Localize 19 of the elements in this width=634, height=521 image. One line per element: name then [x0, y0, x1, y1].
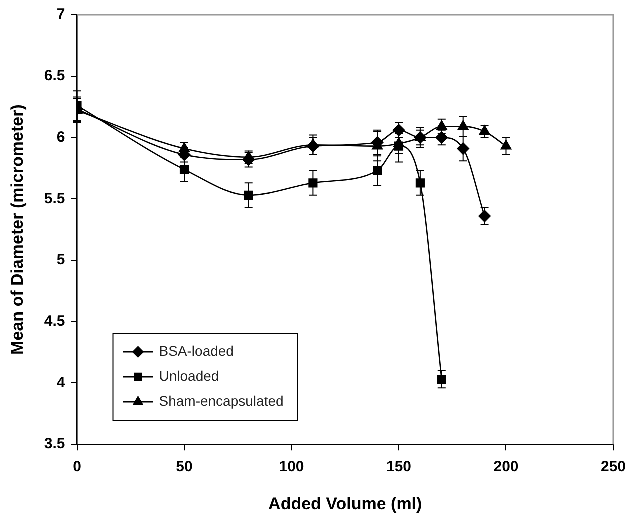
x-tick-label: 150: [386, 458, 412, 476]
y-tick-label: 5: [56, 252, 66, 269]
x-tick-label: 250: [600, 458, 626, 476]
y-tick-label: 3.5: [44, 436, 66, 453]
y-axis-title: Mean of Diameter (micrometer): [8, 104, 27, 355]
x-tick-label: 100: [279, 458, 304, 476]
y-tick-label: 5.5: [44, 190, 66, 208]
x-tick-label: 200: [494, 458, 519, 476]
y-tick-label: 7: [56, 6, 66, 24]
legend-label: BSA-loaded: [159, 342, 234, 359]
x-tick-label: 0: [73, 458, 82, 476]
y-tick-label: 4.5: [44, 313, 66, 330]
legend-label: Unloaded: [159, 368, 220, 384]
y-tick-label: 6: [56, 128, 66, 146]
y-tick-label: 6.5: [44, 68, 66, 85]
x-axis-title: Added Volume (ml): [268, 494, 422, 514]
y-tick-label: 4: [56, 374, 66, 392]
x-tick-label: 50: [176, 458, 193, 476]
legend-label: Sham-encapsulated: [159, 392, 284, 409]
